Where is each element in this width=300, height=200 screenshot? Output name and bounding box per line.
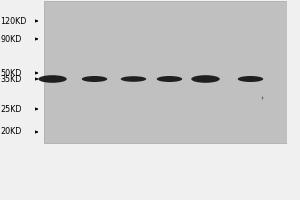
Text: 25KD: 25KD <box>1 104 22 114</box>
Text: 20KD: 20KD <box>1 128 22 136</box>
Ellipse shape <box>82 76 107 82</box>
Bar <box>286 0 300 200</box>
Bar <box>44 1 286 143</box>
Ellipse shape <box>191 75 220 83</box>
Ellipse shape <box>38 75 67 83</box>
Text: 50KD: 50KD <box>1 68 22 77</box>
Ellipse shape <box>262 97 263 99</box>
Ellipse shape <box>121 76 146 82</box>
Ellipse shape <box>157 76 182 82</box>
Ellipse shape <box>238 76 263 82</box>
Text: 120KD: 120KD <box>1 17 27 25</box>
Text: 35KD: 35KD <box>1 74 22 84</box>
Text: 90KD: 90KD <box>1 34 22 44</box>
